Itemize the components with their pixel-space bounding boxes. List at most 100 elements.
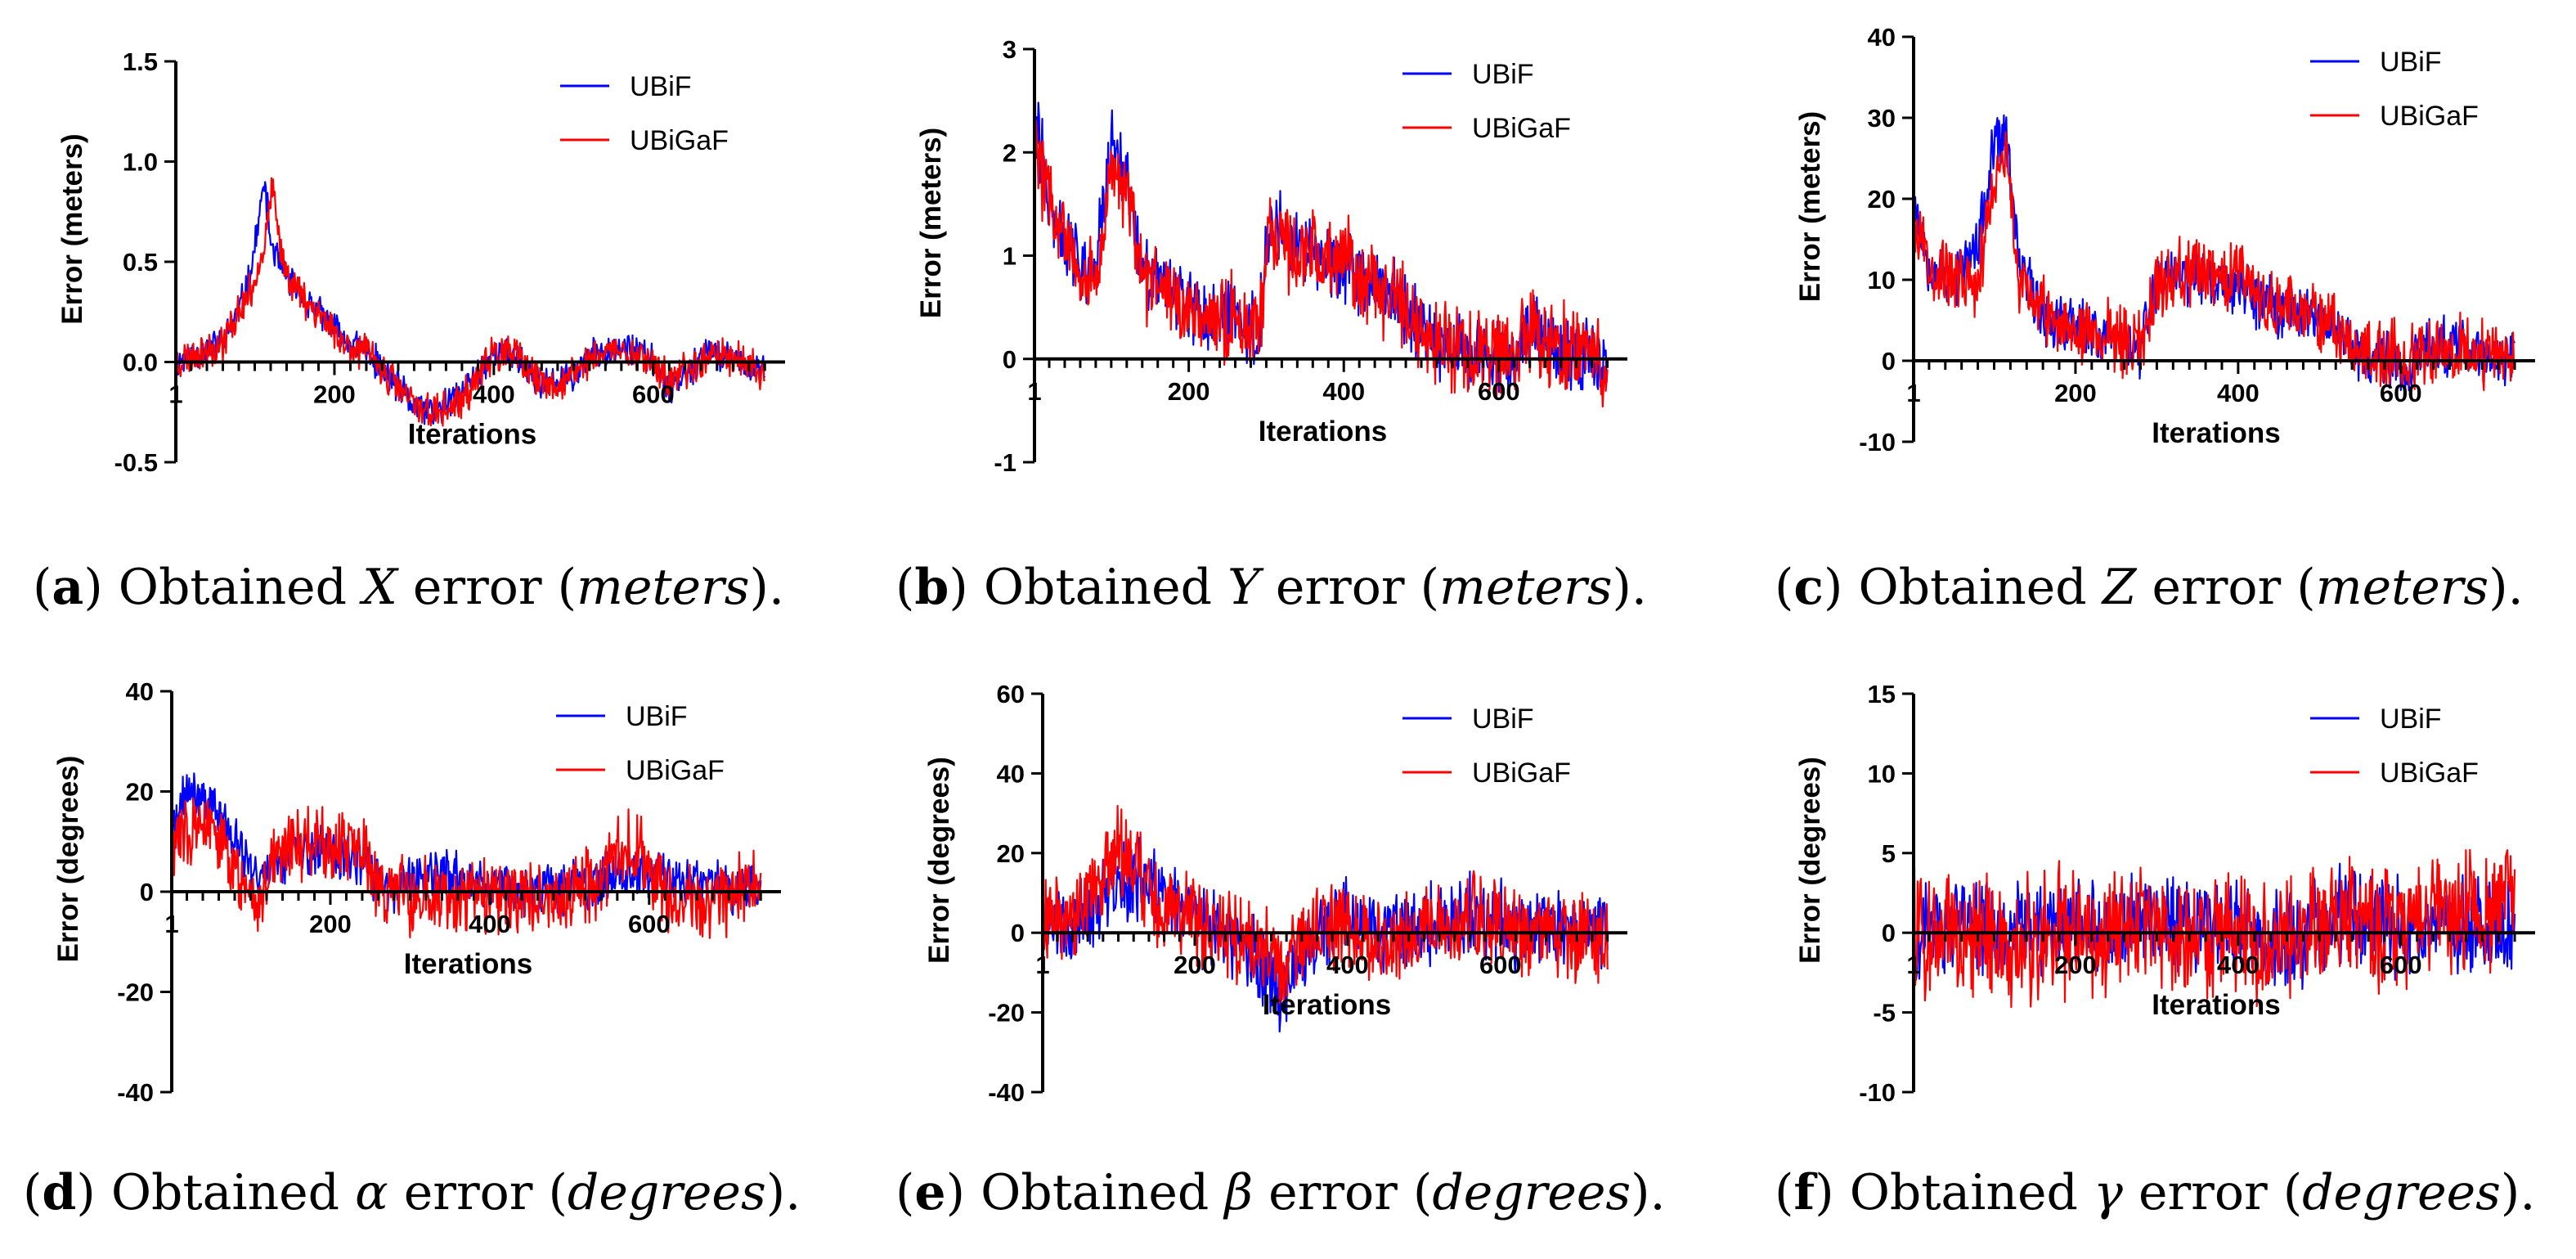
y-tick-label: 10: [1868, 759, 1896, 788]
caption-f: (f) Obtained γ error (degrees).: [1775, 1164, 2535, 1221]
chart-panel-c: -10 0 10 20 30 40 1 200 400 600 Iterations Error (m…: [1775, 23, 2535, 616]
x-tick-label: 600: [628, 910, 671, 938]
x-axis-title: Iterations: [2152, 417, 2281, 449]
x-tick-label: 400: [469, 910, 511, 938]
x-tick-label: 400: [1322, 377, 1365, 406]
chart-panel-f: -10 -5 0 5 10 15 1 200 400 600 Iterations Error (de…: [1775, 680, 2535, 1221]
y-tick-label: 20: [1868, 185, 1896, 214]
legend-label-ubigaf: UBiGaF: [630, 125, 729, 156]
y-tick-label: 0.5: [123, 248, 158, 277]
series-line-ubigaf: [174, 177, 766, 427]
y-axis-title: Error (meters): [56, 133, 88, 324]
y-axis-title: Error (degrees): [52, 756, 84, 963]
x-tick-label: 400: [2217, 951, 2260, 979]
x-axis-title: Iterations: [1263, 989, 1392, 1021]
y-tick-label: 1.5: [123, 47, 158, 76]
legend-label-ubigaf: UBiGaF: [2380, 101, 2479, 132]
caption-c: (c) Obtained Z error (meters).: [1775, 559, 2524, 616]
y-tick-label: 0: [140, 878, 154, 906]
y-tick-label: 15: [1868, 680, 1896, 708]
y-tick-label: 30: [1868, 104, 1896, 133]
x-tick-label: 200: [1168, 377, 1210, 406]
x-tick-label: 1: [168, 380, 182, 409]
y-tick-label: -20: [117, 978, 154, 1007]
legend-label-ubigaf: UBiGaF: [2380, 758, 2479, 789]
y-tick-label: -5: [1873, 999, 1896, 1027]
x-tick-label: 200: [309, 910, 352, 938]
caption-d: (d) Obtained α error (degrees).: [23, 1164, 801, 1221]
y-tick-label: 0: [1003, 345, 1016, 374]
series-line-ubigaf: [1912, 131, 2516, 392]
legend-label-ubif: UBiF: [2380, 704, 2442, 735]
y-tick-label: 0.0: [123, 348, 158, 377]
x-tick-label: 200: [313, 380, 356, 409]
y-tick-label: -40: [117, 1078, 154, 1107]
y-axis-title: Error (meters): [915, 128, 947, 318]
chart-panel-a: -0.5 0.0 0.5 1.0 1.5 1 200 400 600 Iterations Erro…: [33, 47, 785, 616]
x-tick-label: 1: [164, 910, 178, 938]
y-tick-label: 2: [1003, 138, 1016, 167]
legend-label-ubif: UBiF: [1472, 704, 1534, 735]
y-tick-label: -40: [988, 1078, 1025, 1107]
x-tick-label: 1: [1035, 951, 1049, 979]
y-tick-label: 40: [997, 759, 1025, 788]
y-tick-label: -10: [1859, 428, 1896, 456]
y-tick-label: -1: [994, 448, 1016, 477]
x-tick-label: 600: [632, 380, 675, 409]
y-tick-label: 20: [997, 839, 1025, 868]
caption-a: (a) Obtained X error (meters).: [33, 559, 784, 616]
legend-label-ubif: UBiF: [630, 71, 692, 102]
legend-label-ubif: UBiF: [2380, 47, 2442, 78]
x-axis-title: Iterations: [408, 419, 537, 451]
y-tick-label: -0.5: [114, 448, 158, 477]
y-tick-label: 0: [1882, 347, 1896, 375]
y-tick-label: 1: [1003, 242, 1016, 271]
y-tick-label: 1.0: [123, 148, 158, 177]
legend-label-ubigaf: UBiGaF: [1472, 113, 1571, 144]
y-tick-label: -20: [988, 999, 1025, 1027]
x-tick-label: 1: [1906, 379, 1920, 407]
series-line-ubigaf: [1912, 848, 2516, 1009]
y-axis-title: Error (meters): [1794, 111, 1826, 302]
y-tick-label: 0: [1011, 919, 1025, 947]
series-line-ubigaf: [1041, 804, 1609, 1005]
x-tick-label: 400: [473, 380, 515, 409]
x-tick-label: 600: [1478, 377, 1520, 406]
legend-label-ubif: UBiF: [1472, 59, 1534, 90]
series-line-ubigaf: [170, 797, 762, 939]
x-axis-title: Iterations: [404, 948, 533, 980]
x-tick-label: 1: [1027, 377, 1041, 406]
series-line-ubif: [1033, 101, 1609, 402]
x-tick-label: 400: [2217, 379, 2260, 407]
series-line-ubigaf: [1033, 119, 1609, 408]
y-tick-label: 40: [1868, 23, 1896, 52]
legend-label-ubif: UBiF: [626, 701, 688, 732]
x-axis-title: Iterations: [1259, 416, 1388, 447]
y-tick-label: 3: [1003, 35, 1016, 64]
legend-label-ubigaf: UBiGaF: [626, 755, 725, 786]
chart-panel-d: -40 -20 0 20 40 1 200 400 600 Iterations Error (de…: [23, 677, 801, 1221]
caption-b: (b) Obtained Y error (meters).: [895, 559, 1647, 616]
y-tick-label: -10: [1859, 1078, 1896, 1107]
caption-e: (e) Obtained β error (degrees).: [895, 1164, 1666, 1221]
x-tick-label: 200: [2054, 379, 2097, 407]
x-tick-label: 200: [1174, 951, 1216, 979]
x-tick-label: 600: [2380, 951, 2422, 979]
y-tick-label: 40: [126, 677, 154, 706]
y-tick-label: 10: [1868, 266, 1896, 295]
y-tick-label: 60: [997, 680, 1025, 708]
x-tick-label: 200: [2054, 951, 2097, 979]
x-tick-label: 600: [1479, 951, 1522, 979]
legend-label-ubigaf: UBiGaF: [1472, 758, 1571, 789]
x-tick-label: 1: [1906, 951, 1920, 979]
y-tick-label: 5: [1882, 839, 1896, 868]
y-tick-label: 20: [126, 778, 154, 807]
chart-panel-e: -40 -20 0 20 40 60 1 200 400 600 Iterations Error (…: [895, 680, 1666, 1221]
x-axis-title: Iterations: [2152, 989, 2281, 1021]
x-tick-label: 400: [1326, 951, 1369, 979]
y-axis-title: Error (degrees): [1794, 757, 1826, 964]
y-axis-title: Error (degrees): [923, 757, 955, 964]
x-tick-label: 600: [2380, 379, 2422, 407]
